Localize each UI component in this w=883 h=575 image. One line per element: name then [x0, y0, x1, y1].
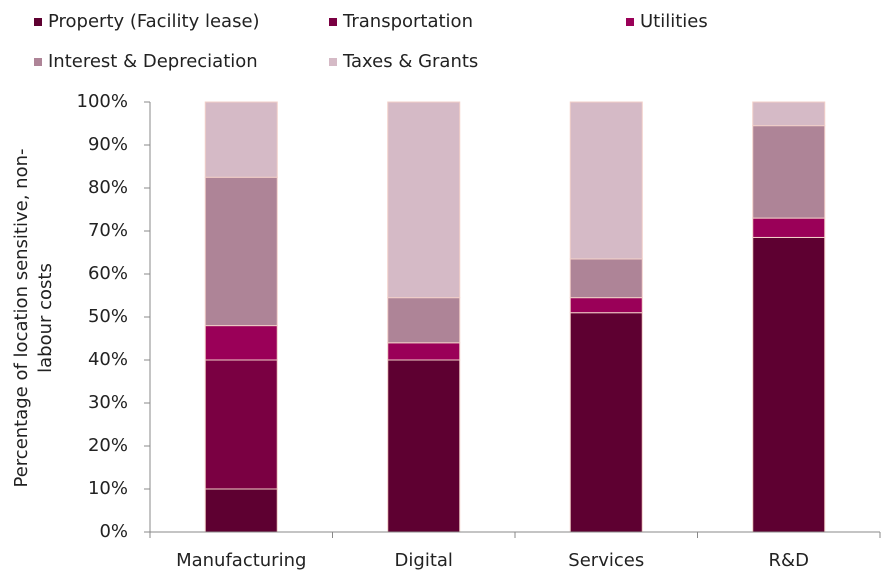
- bar-segment: [387, 359, 461, 533]
- bar-segment: [752, 101, 826, 127]
- y-tick-label: 70%: [88, 220, 128, 241]
- bar-segment: [569, 101, 643, 260]
- legend-swatch: [329, 58, 337, 66]
- x-tick-label: Services: [568, 550, 644, 571]
- bar-segment: [204, 176, 278, 327]
- bar-segment: [752, 236, 826, 533]
- bar-segment: [387, 342, 461, 361]
- y-tick-label: 50%: [88, 306, 128, 327]
- y-tick-label: 40%: [88, 349, 128, 370]
- y-tick-label: 60%: [88, 263, 128, 284]
- y-tick-label: 0%: [99, 521, 128, 542]
- y-tick-label: 80%: [88, 177, 128, 198]
- legend-swatch: [34, 58, 42, 66]
- bar-segment: [204, 325, 278, 361]
- bar-segment: [387, 101, 461, 299]
- legend-label: Property (Facility lease): [48, 11, 260, 32]
- legend-label: Interest & Depreciation: [48, 51, 258, 72]
- bar-segment: [569, 297, 643, 314]
- legend-label: Transportation: [342, 11, 473, 32]
- y-axis-label: labour costs: [35, 263, 56, 373]
- bar-segment: [204, 359, 278, 490]
- bar-segment: [387, 297, 461, 344]
- y-tick-label: 30%: [88, 392, 128, 413]
- y-tick-label: 90%: [88, 134, 128, 155]
- x-tick-label: R&D: [769, 550, 809, 571]
- bar-segment: [752, 217, 826, 238]
- x-tick-label: Manufacturing: [176, 550, 306, 571]
- bar-segment: [569, 312, 643, 533]
- y-tick-label: 20%: [88, 435, 128, 456]
- y-axis-label: Percentage of location sensitive, non-: [11, 149, 32, 488]
- legend-swatch: [329, 18, 337, 26]
- legend-swatch: [34, 18, 42, 26]
- bar-segment: [204, 488, 278, 533]
- y-tick-label: 10%: [88, 478, 128, 499]
- bar-segment: [204, 101, 278, 178]
- bar-segment: [569, 258, 643, 299]
- legend-swatch: [626, 18, 634, 26]
- legend-label: Utilities: [640, 11, 708, 32]
- x-tick-label: Digital: [395, 550, 453, 571]
- bar-segment: [752, 125, 826, 219]
- legend-label: Taxes & Grants: [342, 51, 478, 72]
- y-tick-label: 100%: [77, 91, 128, 112]
